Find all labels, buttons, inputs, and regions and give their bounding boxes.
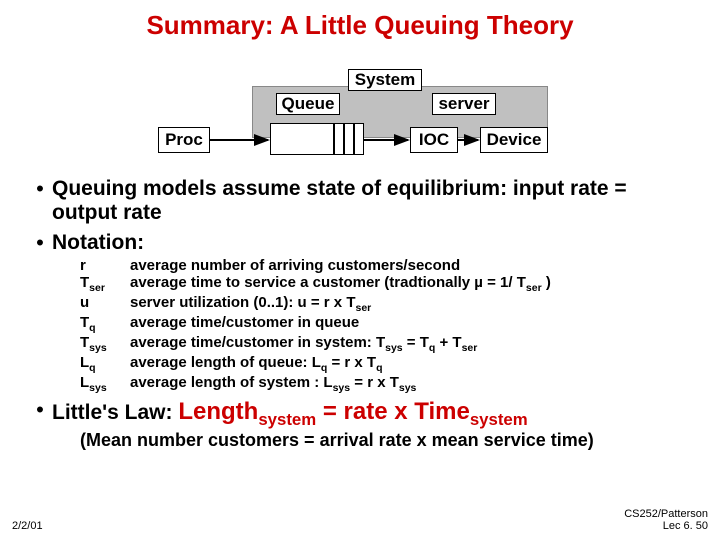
title-text: Summary: A Little Queuing Theory [146,10,573,40]
notation-symbol: u [80,294,130,314]
server-label: server [438,94,489,114]
footer-credit-line2: Lec 6. 50 [624,520,708,532]
footer-date-text: 2/2/01 [12,520,43,532]
littles-law-subtext: (Mean number customers = arrival rate x … [80,430,692,451]
littles-law-prefix: Little's Law: [52,401,178,424]
littles-law-row: • Little's Law: Lengthsystem = rate x Ti… [28,398,692,430]
bullet-row: •Queuing models assume state of equilibr… [28,177,692,225]
notation-table: raverage number of arriving customers/se… [80,257,692,394]
notation-symbol: Lsys [80,374,130,394]
bullet-dot: • [28,398,52,430]
queue-label-box: Queue [276,93,340,115]
queue-slot [354,123,364,155]
notation-desc: average time/customer in queue [130,314,692,334]
content-area: •Queuing models assume state of equilibr… [0,177,720,451]
footer-date: 2/2/01 [12,520,43,532]
notation-symbol: r [80,257,130,274]
notation-symbol: Tq [80,314,130,334]
littles-law-formula: Lengthsystem = rate x Timesystem [178,398,527,425]
bullet-text: Notation: [52,231,692,255]
device-label: Device [487,130,542,150]
footer-credit: CS252/Patterson Lec 6. 50 [624,508,708,532]
device-box: Device [480,127,548,153]
notation-symbol: Lq [80,354,130,374]
ioc-label: IOC [419,130,449,150]
notation-symbol: Tsys [80,334,130,354]
slide-title: Summary: A Little Queuing Theory [0,0,720,41]
notation-symbol: Tser [80,274,130,294]
notation-desc: average time to service a customer (trad… [130,274,692,294]
notation-desc: average length of system : Lsys = r x Ts… [130,374,692,394]
bullet-text: Queuing models assume state of equilibri… [52,177,692,225]
notation-row: Tseraverage time to service a customer (… [80,274,692,294]
notation-desc: average length of queue: Lq = r x Tq [130,354,692,374]
bullet-list: •Queuing models assume state of equilibr… [28,177,692,255]
proc-label: Proc [165,130,203,150]
notation-row: Tqaverage time/customer in queue [80,314,692,334]
bullet-row: •Notation: [28,231,692,255]
notation-row: raverage number of arriving customers/se… [80,257,692,274]
proc-box: Proc [158,127,210,153]
footer-credit-line1: CS252/Patterson [624,508,708,520]
queuing-diagram: System Queue server Proc IOC Device [0,41,720,171]
notation-row: userver utilization (0..1): u = r x Tser [80,294,692,314]
notation-row: Tsysaverage time/customer in system: Tsy… [80,334,692,354]
system-label: System [355,70,415,90]
server-label-box: server [432,93,496,115]
notation-row: Lsysaverage length of system : Lsys = r … [80,374,692,394]
notation-desc: average number of arriving customers/sec… [130,257,692,274]
bullet-dot: • [28,231,52,255]
littles-law-text: Little's Law: Lengthsystem = rate x Time… [52,398,692,430]
notation-desc: server utilization (0..1): u = r x Tser [130,294,692,314]
system-label-box: System [348,69,422,91]
queue-slot [344,123,354,155]
notation-row: Lqaverage length of queue: Lq = r x Tq [80,354,692,374]
ioc-box: IOC [410,127,458,153]
queue-body [270,123,334,155]
queue-label: Queue [282,94,335,114]
queue-slot [334,123,344,155]
notation-desc: average time/customer in system: Tsys = … [130,334,692,354]
bullet-dot: • [28,177,52,225]
